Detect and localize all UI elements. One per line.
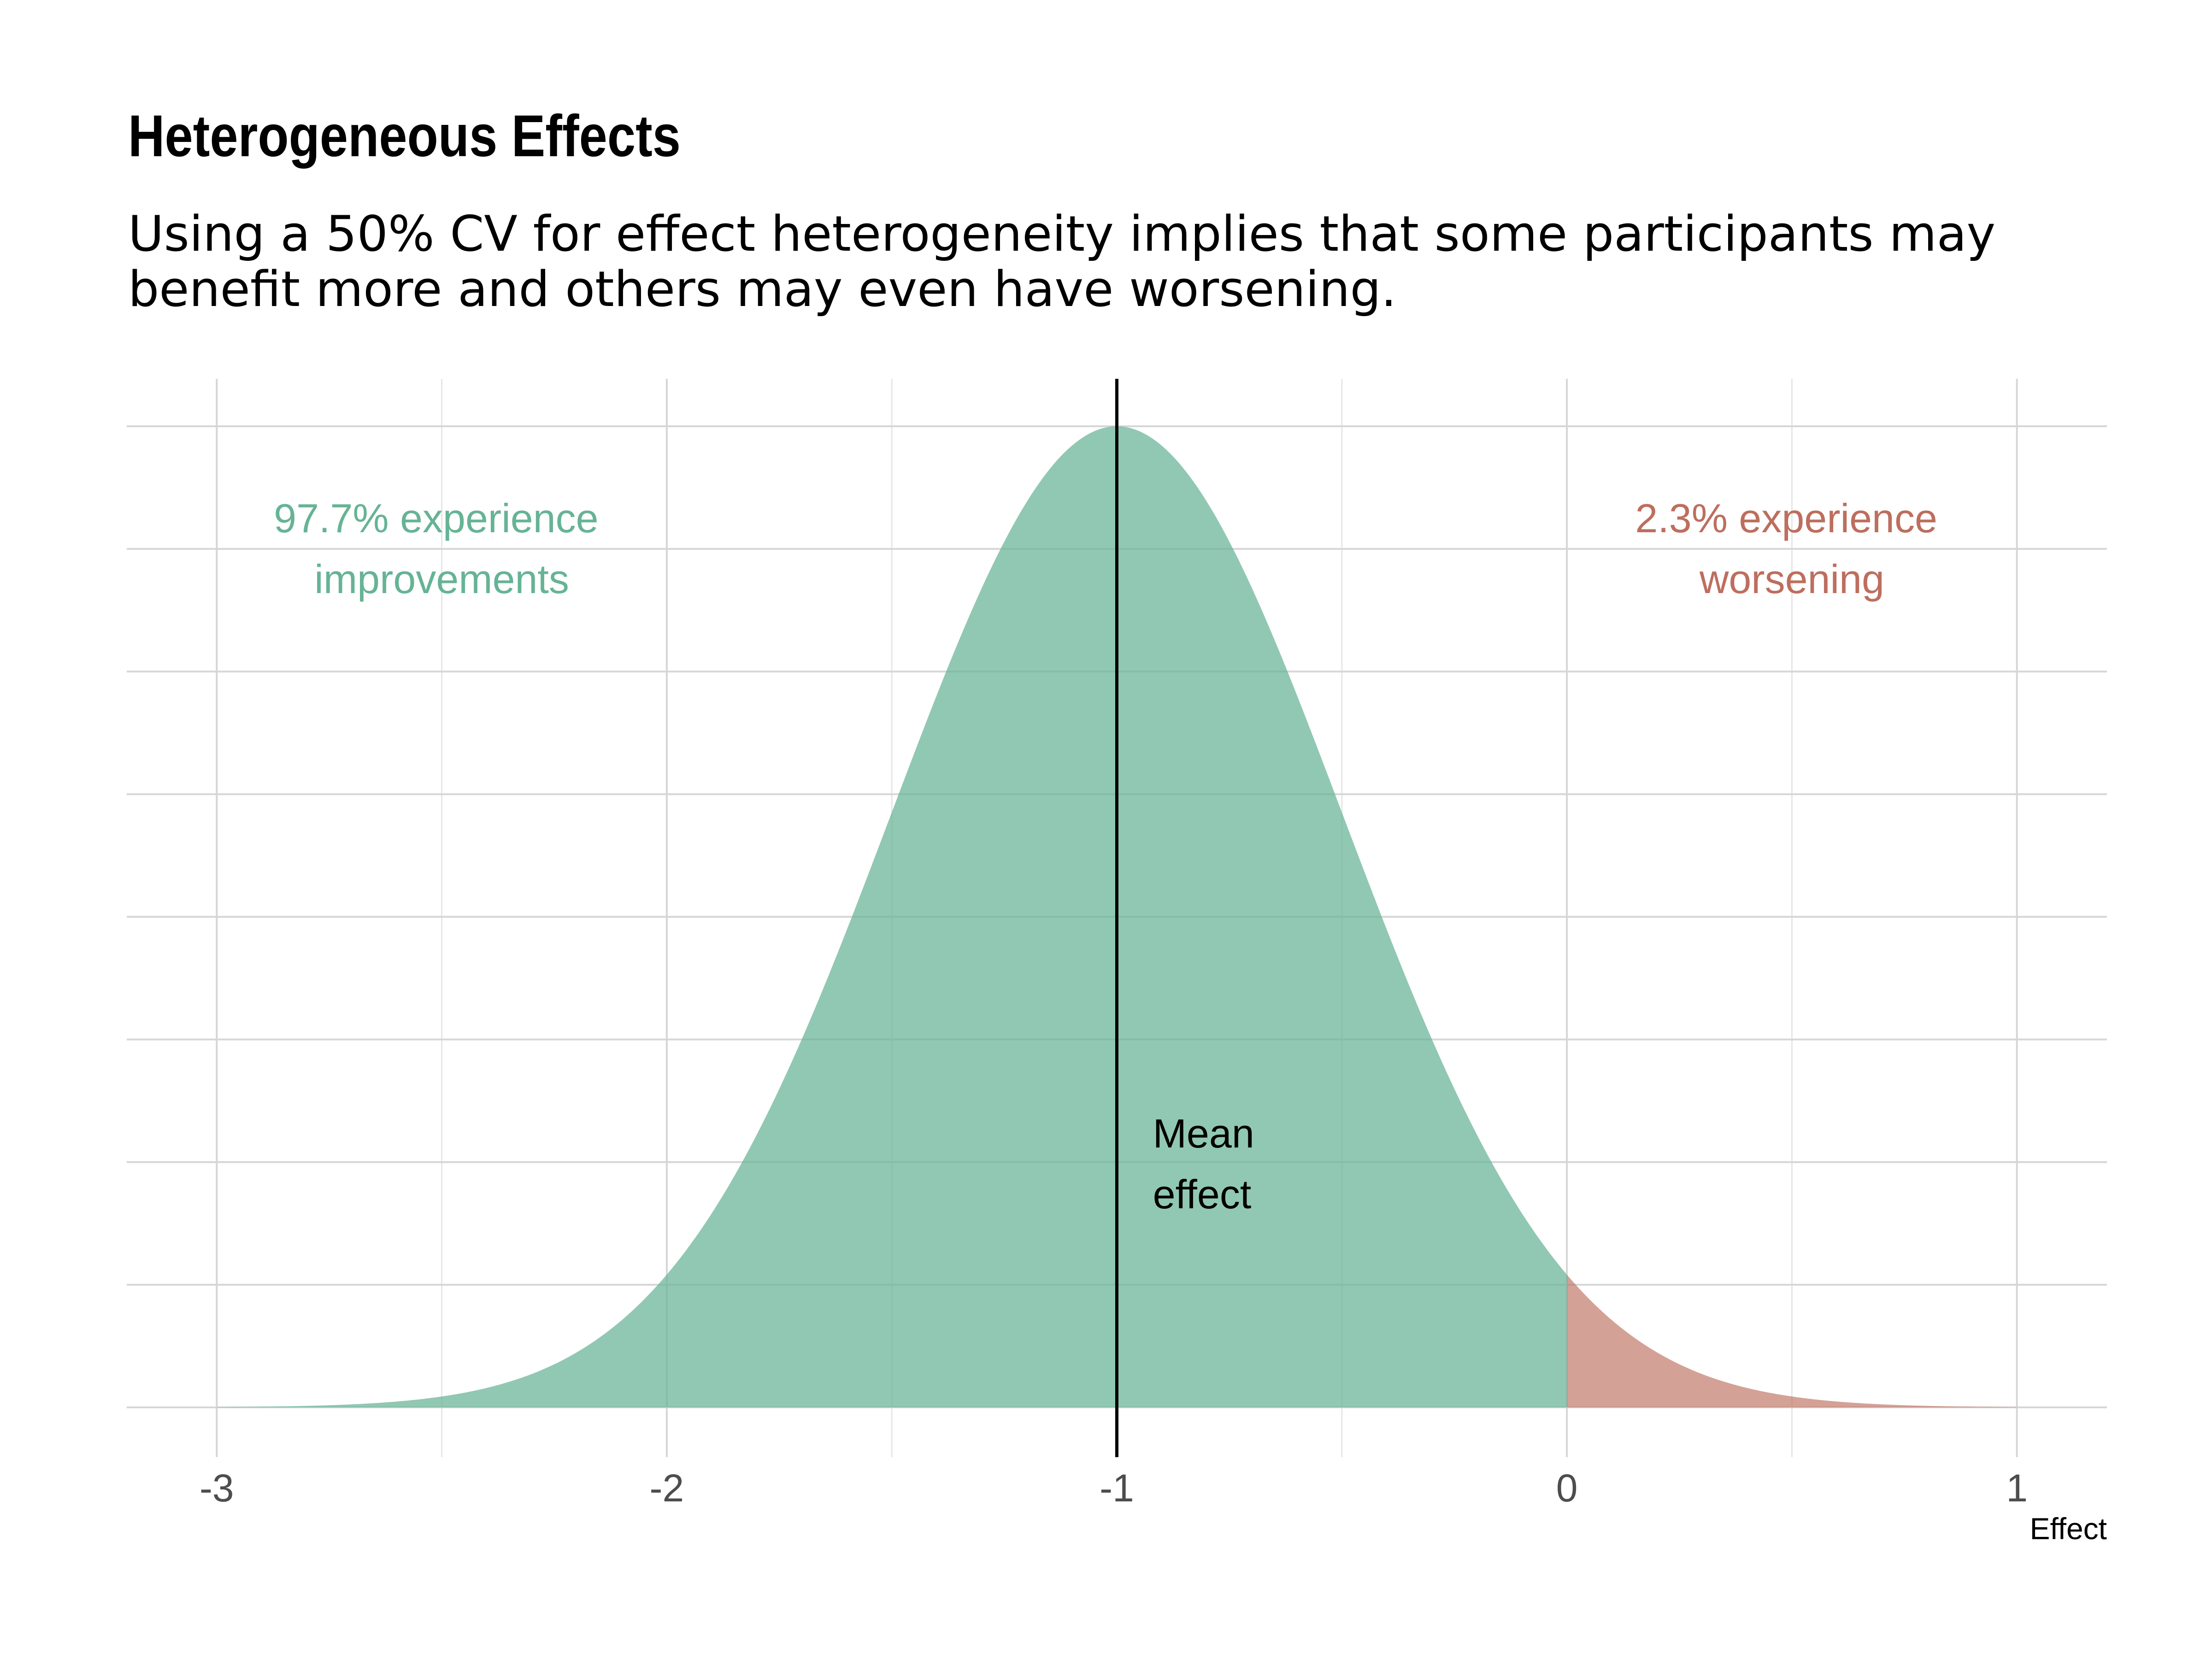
- area-worsening: [1567, 1274, 2017, 1407]
- x-tick-labels: -3 -2 -1 0 1: [200, 1466, 2028, 1510]
- chart-title: Heterogeneous Effects: [128, 103, 681, 169]
- annotation-worsening-line-2: worsening: [1699, 556, 1884, 602]
- x-tick-label: 0: [1556, 1466, 1578, 1510]
- chart-subtitle: Using a 50% CV for effect heterogeneity …: [128, 206, 1996, 318]
- annotation-improvements-line-2: improvements: [314, 556, 569, 602]
- annotation-worsening: 2.3% experience worsening: [1635, 495, 1948, 602]
- x-tick-label: -2: [650, 1466, 684, 1510]
- annotation-mean-line-1: Mean: [1153, 1111, 1254, 1156]
- x-tick-label: 1: [2006, 1466, 2028, 1510]
- annotation-mean-line-2: effect: [1153, 1171, 1252, 1217]
- x-tick-label: -1: [1100, 1466, 1134, 1510]
- annotation-mean-effect: Mean effect: [1153, 1111, 1266, 1217]
- x-axis-label: Effect: [2030, 1512, 2107, 1546]
- area-improvements: [217, 426, 1567, 1407]
- annotation-improvements: 97.7% experience improvements: [274, 495, 610, 602]
- x-tick-label: -3: [200, 1466, 234, 1510]
- annotation-worsening-line-1: 2.3% experience: [1635, 495, 1937, 541]
- annotation-improvements-line-1: 97.7% experience: [274, 495, 598, 541]
